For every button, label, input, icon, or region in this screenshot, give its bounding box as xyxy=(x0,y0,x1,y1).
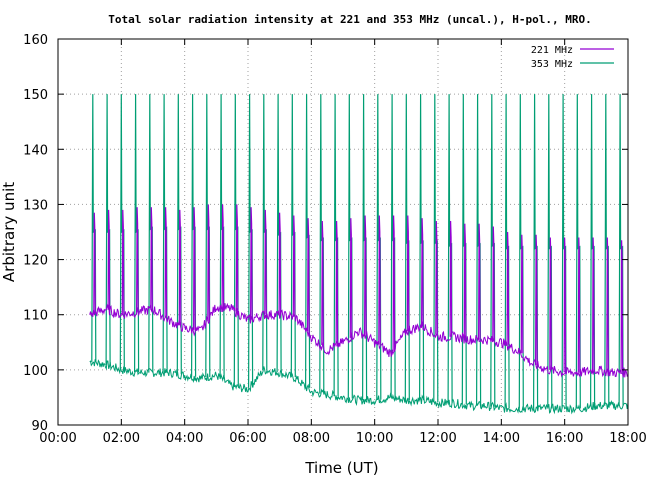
spike-221 xyxy=(221,204,225,308)
legend: 221 MHz 353 MHz xyxy=(531,45,614,70)
y-tick-label: 160 xyxy=(23,33,48,48)
x-tick-label: 16:00 xyxy=(546,431,583,446)
x-tick-label: 18:00 xyxy=(609,431,646,446)
spike-221 xyxy=(235,204,239,312)
spike-221 xyxy=(421,218,424,327)
x-tick-label: 14:00 xyxy=(483,431,520,446)
grid xyxy=(58,39,628,425)
y-axis-label: Arbitrary unit xyxy=(0,182,18,282)
spike-221 xyxy=(478,223,481,340)
x-tick-label: 02:00 xyxy=(103,431,140,446)
spike-221 xyxy=(406,215,410,332)
spike-221 xyxy=(563,237,567,373)
spike-221 xyxy=(549,237,552,370)
spike-221 xyxy=(107,209,111,310)
spike-221 xyxy=(506,231,510,345)
y-tick-label: 100 xyxy=(23,364,48,379)
spike-221 xyxy=(463,223,467,339)
x-tick-label: 10:00 xyxy=(356,431,393,446)
spike-221 xyxy=(520,234,524,354)
spike-221 xyxy=(264,209,267,315)
spike-221 xyxy=(178,209,182,326)
y-tick-label: 90 xyxy=(31,419,48,434)
spike-221 xyxy=(606,237,609,372)
spike-221 xyxy=(392,215,396,352)
spike-221 xyxy=(164,207,168,317)
data-layer xyxy=(89,94,629,415)
plot-frame xyxy=(57,38,629,426)
spike-221 xyxy=(492,226,495,341)
spike-221 xyxy=(591,237,595,371)
spike-221 xyxy=(534,234,538,365)
x-tick-label: 08:00 xyxy=(293,431,330,446)
spike-221 xyxy=(378,215,381,345)
x-axis-label: Time (UT) xyxy=(304,459,378,477)
spike-221 xyxy=(278,212,282,315)
spike-221 xyxy=(150,207,153,310)
spike-221 xyxy=(364,215,367,335)
spike-221 xyxy=(349,218,353,338)
spike-221 xyxy=(207,204,210,322)
series-line-353 xyxy=(89,359,629,415)
y-tick-label: 110 xyxy=(23,309,48,324)
spike-221 xyxy=(250,207,253,320)
axes: 00:00 02:00 04:00 06:00 08:00 10:00 12:00 14:00… xyxy=(23,33,647,446)
x-tick-label: 00:00 xyxy=(39,431,76,446)
spike-221 xyxy=(577,237,581,373)
spike-221 xyxy=(307,218,310,332)
y-tick-label: 140 xyxy=(23,143,48,158)
spike-221 xyxy=(335,220,339,347)
spike-221 xyxy=(136,207,139,313)
y-tick-label: 150 xyxy=(23,88,48,103)
spike-221 xyxy=(321,220,324,346)
spike-221 xyxy=(93,212,96,314)
legend-label-353: 353 MHz xyxy=(531,59,573,70)
legend-label-221: 221 MHz xyxy=(531,45,573,56)
spike-221 xyxy=(121,209,125,315)
spike-221 xyxy=(449,220,453,337)
y-tick-label: 130 xyxy=(23,198,48,213)
x-tick-label: 04:00 xyxy=(166,431,203,446)
x-tick-label: 12:00 xyxy=(419,431,456,446)
spike-221 xyxy=(435,220,438,335)
spike-221 xyxy=(292,215,296,317)
chart-title: Total solar radiation intensity at 221 a… xyxy=(108,13,591,26)
x-tick-label: 06:00 xyxy=(229,431,266,446)
spike-221 xyxy=(193,207,196,330)
y-tick-label: 120 xyxy=(23,254,48,269)
